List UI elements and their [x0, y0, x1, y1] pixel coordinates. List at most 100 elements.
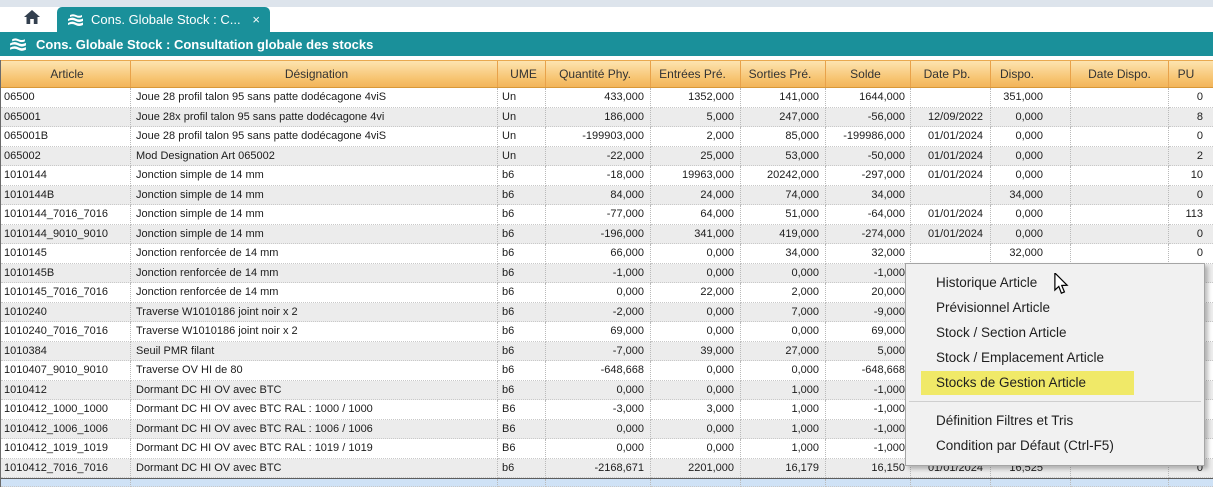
cell-qty[interactable]: -2168,671: [546, 458, 651, 478]
cell-entrees[interactable]: 39,000: [651, 341, 741, 361]
cell-article[interactable]: 1010407_9010_9010: [1, 361, 131, 381]
table-row[interactable]: 065002 Mod Designation Art 065002 Un -22,00…: [1, 146, 1213, 166]
cell-entrees[interactable]: 24,000: [651, 185, 741, 205]
table-row[interactable]: 1010144_7016_7016 Jonction simple de 14 m…: [1, 205, 1213, 225]
cell-sorties[interactable]: 247,000: [741, 107, 826, 127]
tab-cons-globale-stock[interactable]: Cons. Globale Stock : C... ×: [57, 7, 270, 32]
cell-date_pb[interactable]: 01/01/2024: [911, 127, 991, 147]
cell-entrees[interactable]: 2201,000: [651, 458, 741, 478]
cell-pu[interactable]: 2: [1169, 147, 1213, 166]
menu-item-stock-emplacement-article[interactable]: Stock / Emplacement Article: [936, 350, 1105, 365]
cell-entrees[interactable]: 3,000: [651, 400, 741, 420]
cell-pu[interactable]: 10: [1169, 166, 1213, 186]
cell-qty[interactable]: 0,000: [546, 283, 651, 303]
cell-entrees[interactable]: 22,000: [651, 283, 741, 303]
cell-date_dispo[interactable]: [1071, 244, 1169, 264]
cell-qty[interactable]: -648,668: [546, 361, 651, 381]
cell-pu[interactable]: 0: [1169, 459, 1213, 478]
cell-solde[interactable]: 1644,000: [826, 88, 911, 108]
cell-article[interactable]: 06500: [1, 88, 131, 108]
menu-item-d-finition-filtres-et-tris[interactable]: Définition Filtres et Tris: [936, 413, 1074, 428]
cell-entrees[interactable]: 5,000: [651, 107, 741, 127]
cell-sorties[interactable]: 0,000: [741, 322, 826, 342]
cell-ume[interactable]: Un: [498, 107, 546, 127]
cell-sorties[interactable]: 85,000: [741, 127, 826, 147]
header-cell-ume[interactable]: UME: [498, 61, 546, 87]
cell-designation[interactable]: Jonction renforcée de 14 mm: [131, 244, 498, 264]
cell-date_pb[interactable]: 01/01/2024: [911, 166, 991, 186]
cell-solde[interactable]: -1,000: [826, 400, 911, 420]
cell-article[interactable]: 1010412_1000_1000: [1, 400, 131, 420]
cell-solde[interactable]: -648,668: [826, 361, 911, 381]
menu-item-stock-section-article[interactable]: Stock / Section Article: [936, 325, 1067, 340]
cell-qty[interactable]: -3,000: [546, 400, 651, 420]
cell-designation[interactable]: Traverse W1010186 joint noir x 2: [131, 322, 498, 342]
cell-solde[interactable]: -50,000: [826, 146, 911, 166]
cell-sorties[interactable]: 2,000: [741, 283, 826, 303]
cell-date_dispo[interactable]: [1071, 166, 1169, 186]
cell-pu[interactable]: 113: [1169, 205, 1213, 225]
cell-qty[interactable]: 433,000: [546, 88, 651, 108]
header-cell-designation[interactable]: Désignation: [131, 61, 498, 87]
cell-date_dispo[interactable]: [1071, 107, 1169, 127]
cell-ume[interactable]: b6: [498, 458, 546, 478]
cell-article[interactable]: 1010144_9010_9010: [1, 224, 131, 244]
cell-ume[interactable]: b6: [498, 244, 546, 264]
cell-solde[interactable]: -199986,000: [826, 127, 911, 147]
cell-qty[interactable]: -2,000: [546, 302, 651, 322]
cell-pu[interactable]: 8: [1169, 108, 1213, 127]
cell-date_dispo[interactable]: [1071, 224, 1169, 244]
cell-entrees[interactable]: 25,000: [651, 146, 741, 166]
cell-qty[interactable]: -1,000: [546, 263, 651, 283]
cell-sorties[interactable]: 74,000: [741, 185, 826, 205]
cell-entrees[interactable]: 0,000: [651, 244, 741, 264]
cell-qty[interactable]: -196,000: [546, 224, 651, 244]
cell-designation[interactable]: Jonction simple de 14 mm: [131, 185, 498, 205]
cell-ume[interactable]: B6: [498, 439, 546, 459]
cell-solde[interactable]: -1,000: [826, 263, 911, 283]
cell-sorties[interactable]: 53,000: [741, 146, 826, 166]
cell-designation[interactable]: Mod Designation Art 065002: [131, 146, 498, 166]
cell-solde[interactable]: 34,000: [826, 185, 911, 205]
cell-article[interactable]: 1010145B: [1, 263, 131, 283]
cell-designation[interactable]: Jonction renforcée de 14 mm: [131, 283, 498, 303]
cell-qty[interactable]: -7,000: [546, 341, 651, 361]
cell-designation[interactable]: Dormant DC HI OV avec BTC: [131, 380, 498, 400]
cell-designation[interactable]: Dormant DC HI OV avec BTC RAL : 1019 / 1…: [131, 439, 498, 459]
cell-article[interactable]: 1010144_7016_7016: [1, 205, 131, 225]
cell-qty[interactable]: 84,000: [546, 185, 651, 205]
cell-designation[interactable]: Dormant DC HI OV avec BTC RAL : 1000 / 1…: [131, 400, 498, 420]
cell-ume[interactable]: b6: [498, 205, 546, 225]
cell-ume[interactable]: b6: [498, 302, 546, 322]
cell-designation[interactable]: Jonction simple de 14 mm: [131, 224, 498, 244]
cell-entrees[interactable]: 0,000: [651, 380, 741, 400]
cell-pu[interactable]: 0: [1169, 244, 1213, 264]
menu-item-pr-visionnel-article[interactable]: Prévisionnel Article: [936, 300, 1051, 315]
cell-entrees[interactable]: 0,000: [651, 263, 741, 283]
cell-ume[interactable]: b6: [498, 380, 546, 400]
table-row[interactable]: 06500 Joue 28 profil talon 95 sans patte …: [1, 88, 1213, 108]
cell-sorties[interactable]: 34,000: [741, 244, 826, 264]
cell-ume[interactable]: b6: [498, 166, 546, 186]
cell-solde[interactable]: -1,000: [826, 439, 911, 459]
cell-sorties[interactable]: 7,000: [741, 302, 826, 322]
tab-home[interactable]: [9, 7, 55, 32]
cell-dispo[interactable]: 0,000: [991, 107, 1071, 127]
cell-ume[interactable]: Un: [498, 146, 546, 166]
cell-dispo[interactable]: 0,000: [991, 127, 1071, 147]
table-row[interactable]: 065001B Joue 28 profil talon 95 sans patt…: [1, 127, 1213, 147]
cell-sorties[interactable]: 419,000: [741, 224, 826, 244]
cell-solde[interactable]: -9,000: [826, 302, 911, 322]
cell-solde[interactable]: -297,000: [826, 166, 911, 186]
cell-article[interactable]: 1010144B: [1, 185, 131, 205]
cell-entrees[interactable]: 0,000: [651, 419, 741, 439]
cell-designation[interactable]: Dormant DC HI OV avec BTC: [131, 458, 498, 478]
cell-article[interactable]: 1010412_1019_1019: [1, 439, 131, 459]
header-cell-date_pb[interactable]: Date Pb.: [911, 61, 991, 87]
cell-dispo[interactable]: 34,000: [991, 185, 1071, 205]
cell-designation[interactable]: Joue 28x profil talon 95 sans patte dodé…: [131, 107, 498, 127]
cell-entrees[interactable]: 2,000: [651, 127, 741, 147]
close-icon[interactable]: ×: [252, 12, 260, 27]
cell-designation[interactable]: Traverse W1010186 joint noir x 2: [131, 302, 498, 322]
cell-entrees[interactable]: 0,000: [651, 361, 741, 381]
